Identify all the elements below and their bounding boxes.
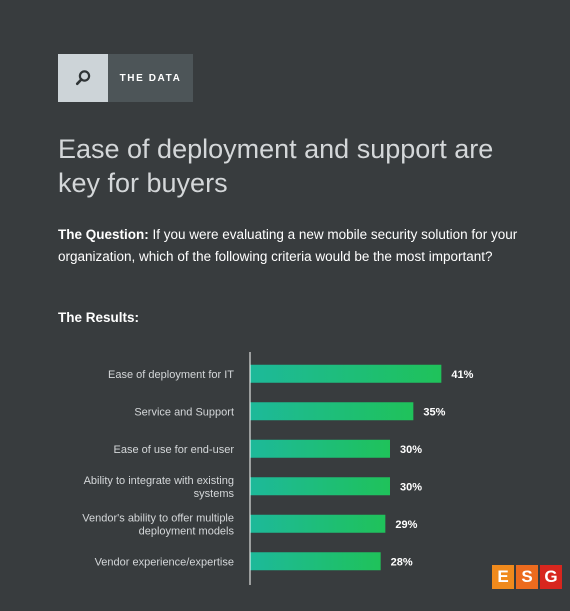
data-label: 35%: [423, 406, 445, 418]
category-label: Ease of use for end-user: [114, 444, 235, 456]
data-label: 41%: [451, 369, 473, 381]
category-label: Ability to integrate with existing: [84, 475, 234, 487]
bar: [250, 477, 390, 496]
section-badge: THE DATA: [58, 54, 193, 102]
category-label: Ease of deployment for IT: [108, 369, 234, 381]
logo-letter: S: [516, 565, 538, 589]
data-label: 30%: [400, 444, 422, 456]
search-icon: [58, 54, 108, 102]
question-lead: The Question:: [58, 227, 149, 242]
category-label: systems: [194, 488, 235, 500]
results-label: The Results:: [58, 310, 140, 325]
question-body: If you were evaluating a new mobile secu…: [58, 227, 518, 264]
badge-label: THE DATA: [108, 54, 193, 102]
bar: [250, 364, 442, 383]
data-label: 29%: [395, 519, 417, 531]
logo-letter: G: [540, 565, 562, 589]
category-label: deployment models: [139, 525, 235, 537]
data-label: 28%: [391, 556, 413, 568]
category-label: Vendor experience/expertise: [95, 556, 234, 568]
bar: [250, 402, 414, 421]
question-text: The Question: If you were evaluating a n…: [58, 224, 528, 268]
bar: [250, 439, 390, 458]
bar: [250, 552, 381, 571]
category-label: Service and Support: [134, 406, 234, 418]
bar: [250, 514, 386, 533]
data-label: 30%: [400, 481, 422, 493]
category-label: Vendor's ability to offer multiple: [82, 512, 234, 524]
logo-letter: E: [492, 565, 514, 589]
page-title: Ease of deployment and support are key f…: [58, 134, 494, 198]
